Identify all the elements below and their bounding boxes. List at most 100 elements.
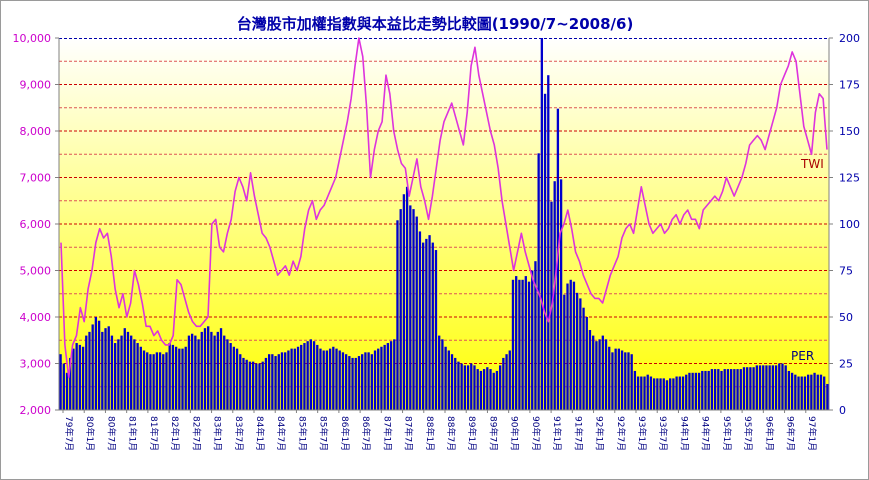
per-bar (797, 376, 800, 410)
chart-title: 台灣股市加權指數與本益比走勢比較圖(1990/7~2008/6) (237, 15, 634, 33)
per-bar (502, 357, 505, 410)
per-bar (482, 369, 486, 410)
x-tick-label: 90年1月 (509, 416, 521, 451)
per-bar (595, 341, 598, 410)
x-tick-label: 82年1月 (169, 416, 181, 451)
per-bar (543, 93, 547, 411)
right-tick-label: 150 (839, 125, 860, 138)
per-series-label: PER (791, 349, 814, 363)
per-bar (428, 235, 431, 410)
per-bar (146, 352, 149, 410)
per-bar (306, 341, 309, 410)
per-bar (149, 354, 152, 410)
per-bar (463, 365, 467, 410)
x-tick-label: 85年7月 (318, 416, 330, 451)
x-tick-label: 86年7月 (360, 416, 372, 451)
per-bar (816, 374, 819, 410)
per-bar (746, 367, 749, 410)
per-bar (659, 378, 662, 410)
left-tick-label: 4,000 (20, 311, 52, 324)
per-bar (373, 350, 377, 410)
per-bar (344, 354, 348, 410)
right-tick-label: 25 (839, 358, 853, 371)
left-tick-label: 8,000 (20, 125, 52, 138)
per-bar (239, 354, 242, 410)
per-bar (527, 281, 531, 410)
per-bar (207, 326, 210, 410)
x-tick-label: 83年1月 (212, 416, 224, 451)
per-bar (582, 307, 585, 410)
per-bar (94, 317, 98, 410)
per-bar (258, 363, 261, 410)
per-bar (120, 335, 123, 410)
per-bar (319, 348, 322, 410)
x-tick-label: 81年1月 (127, 416, 139, 451)
x-tick-label: 81年7月 (148, 416, 160, 451)
per-bar (800, 376, 803, 410)
per-bar (813, 372, 816, 410)
x-tick-label: 95年7月 (742, 416, 754, 451)
per-bar (784, 365, 787, 410)
per-bar (649, 376, 653, 410)
per-bar (608, 346, 611, 410)
per-bar (566, 283, 569, 410)
per-bar (136, 343, 139, 410)
per-bar (771, 365, 775, 410)
per-bar (495, 370, 499, 410)
per-bar (473, 365, 476, 410)
per-bar (492, 372, 495, 410)
per-bar (223, 335, 226, 410)
per-bar (553, 181, 556, 410)
per-bar (235, 348, 239, 410)
per-bar (155, 352, 159, 410)
per-bar (681, 376, 685, 410)
left-tick-label: 7,000 (20, 172, 52, 185)
per-bar (418, 231, 422, 410)
per-bar (361, 354, 364, 410)
per-bar (264, 357, 268, 410)
per-bar (203, 328, 207, 410)
per-bar (370, 354, 373, 410)
per-bar (255, 363, 258, 410)
per-bar (652, 378, 656, 410)
per-bar (242, 357, 245, 410)
per-bar (300, 344, 303, 410)
per-bar (389, 341, 393, 410)
per-bar (720, 370, 723, 410)
per-bar (245, 359, 248, 410)
per-bar (271, 354, 274, 410)
per-bar (142, 350, 146, 410)
left-tick-label: 6,000 (20, 218, 52, 231)
per-bar (338, 350, 341, 410)
per-bar (585, 317, 588, 410)
per-bar (742, 367, 746, 410)
x-tick-label: 87年1月 (381, 416, 393, 451)
per-bar (729, 369, 733, 410)
per-bar (62, 363, 65, 410)
per-bar (620, 350, 624, 410)
per-bar (216, 331, 219, 410)
per-bar (819, 374, 823, 410)
per-bar (508, 350, 511, 410)
right-tick-label: 50 (839, 311, 853, 324)
x-tick-label: 97年1月 (806, 416, 818, 451)
per-bar (219, 328, 223, 410)
left-tick-label: 9,000 (20, 79, 52, 92)
per-bar (755, 365, 758, 410)
per-bar (409, 205, 412, 410)
per-bar (701, 370, 704, 410)
per-bar (713, 369, 717, 410)
x-tick-label: 85年1月 (296, 416, 308, 451)
right-tick-label: 175 (839, 79, 860, 92)
per-bar (457, 361, 460, 410)
per-bar (296, 346, 300, 410)
per-bar (229, 343, 232, 410)
per-bar (697, 372, 701, 410)
per-bar (126, 331, 130, 410)
per-bar (412, 209, 415, 410)
per-bar (588, 330, 592, 410)
per-bar (158, 352, 162, 410)
per-bar (611, 352, 614, 410)
